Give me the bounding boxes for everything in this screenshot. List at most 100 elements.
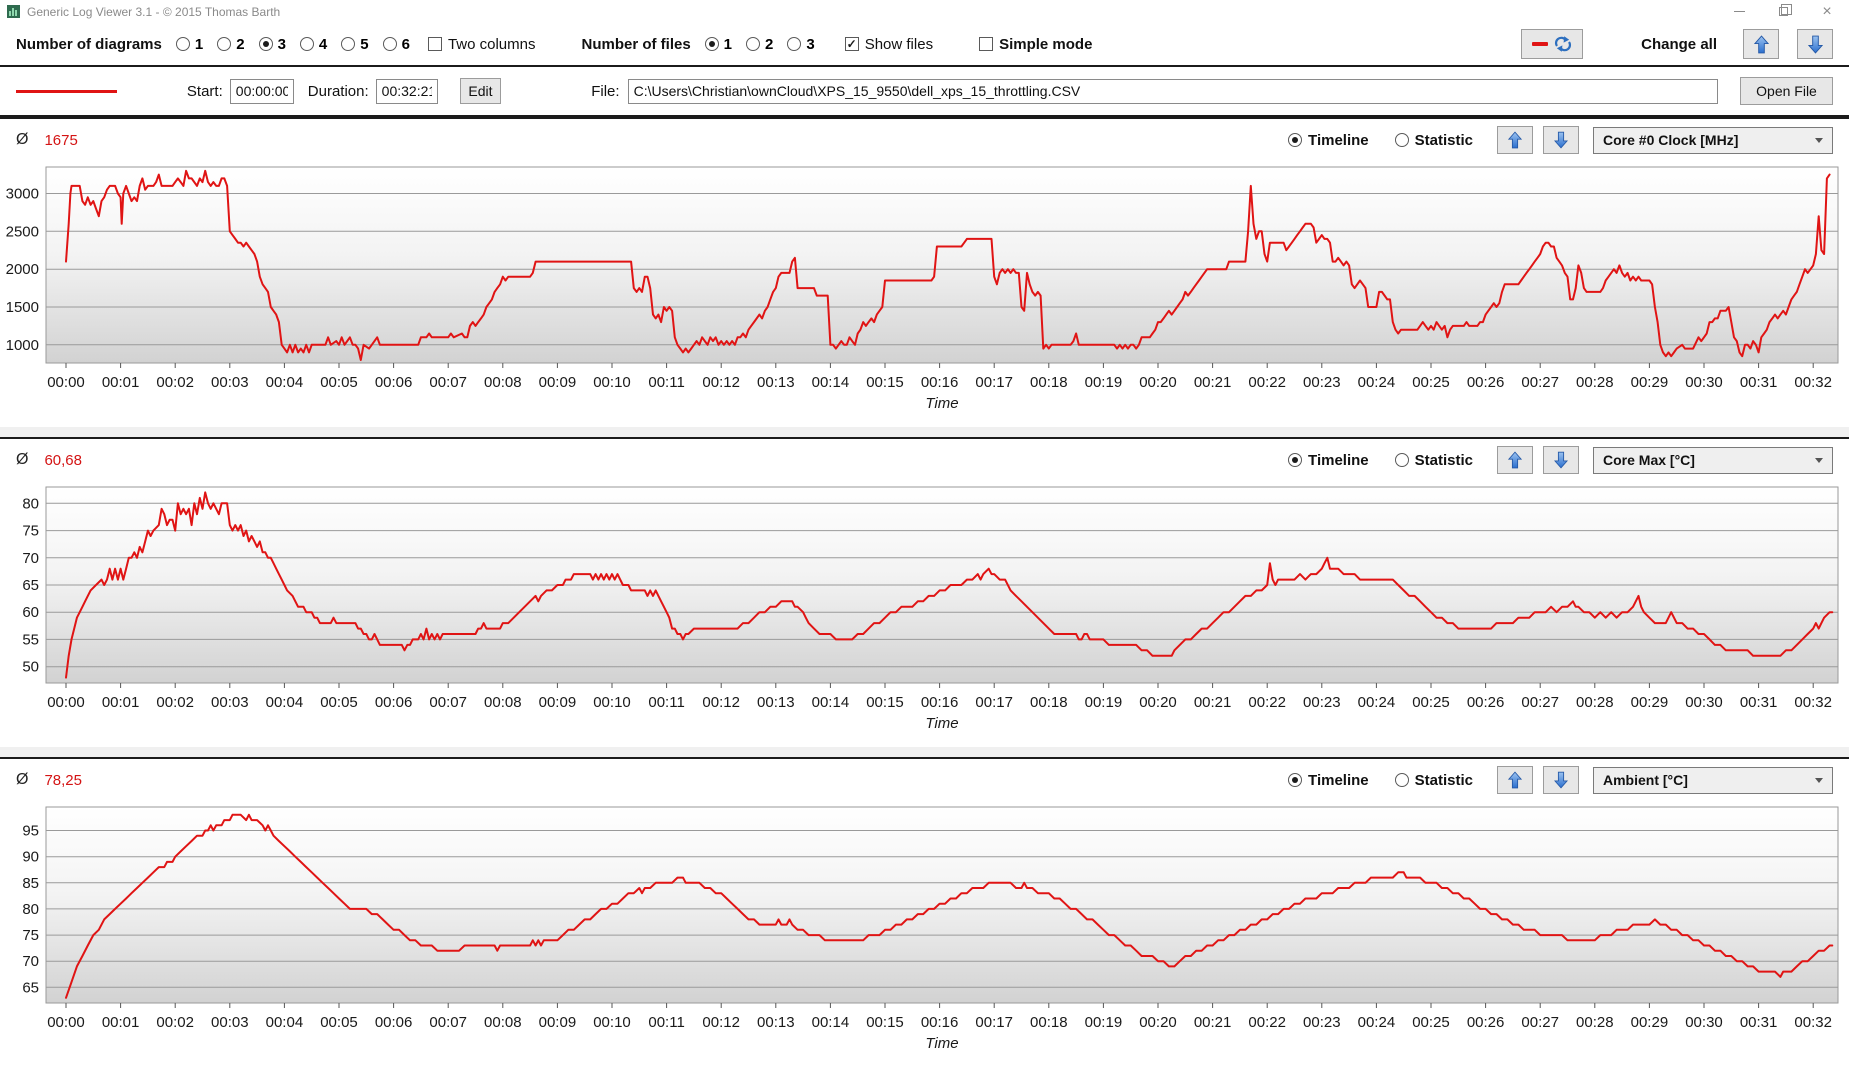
duration-input[interactable] (375, 78, 438, 104)
radio-option-6[interactable]: 6 (382, 36, 410, 53)
two-columns-label: Two columns (447, 35, 536, 53)
change-all-up-button[interactable] (1743, 29, 1779, 59)
radio-circle[interactable] (175, 37, 190, 51)
title-bar: Generic Log Viewer 3.1 - © 2015 Thomas B… (0, 0, 1849, 23)
statistic-option[interactable]: Statistic (1394, 772, 1473, 789)
line-style-refresh-button[interactable] (1521, 29, 1584, 59)
timeline-radio[interactable] (1288, 453, 1303, 467)
timeline-option[interactable]: Timeline (1288, 772, 1369, 789)
series-legend-line (16, 89, 117, 93)
change-all-label: Change all (1641, 35, 1717, 53)
x-tick-label: 00:19 (1085, 1014, 1123, 1031)
radio-circle[interactable] (299, 37, 314, 51)
radio-circle[interactable] (704, 37, 719, 51)
start-input[interactable] (229, 78, 294, 104)
x-tick-label: 00:08 (484, 1014, 522, 1031)
data-series-line (65, 169, 1831, 361)
x-tick-label: 00:12 (702, 1014, 740, 1031)
x-tick-label: 00:10 (593, 1014, 631, 1031)
show-files-option[interactable]: ✓ Show files (844, 36, 933, 53)
radio-circle[interactable] (217, 37, 232, 51)
statistic-radio[interactable] (1394, 773, 1409, 787)
radio-option-3[interactable]: 3 (258, 36, 286, 53)
two-columns-checkbox[interactable] (427, 37, 442, 51)
radio-option-1[interactable]: 1 (175, 36, 203, 53)
move-up-button[interactable] (1497, 766, 1533, 794)
value-selector-dropdown[interactable]: Ambient [°C] (1593, 766, 1833, 794)
radio-option-5[interactable]: 5 (341, 36, 369, 53)
change-all-down-button[interactable] (1797, 29, 1833, 59)
chart-plot: 50 55 60 65 70 75 80 00:00 00:01 00:02 00:03 00:04 0… (22, 486, 1839, 732)
x-tick-label: 00:27 (1521, 374, 1559, 391)
radio-option-2[interactable]: 2 (217, 36, 245, 53)
panel-header: Ø 78,25 Timeline Statistic Ambient [°C] (0, 759, 1849, 801)
average-symbol: Ø (16, 131, 29, 148)
simple-mode-option[interactable]: Simple mode (979, 36, 1092, 53)
statistic-radio[interactable] (1394, 133, 1409, 147)
close-button[interactable]: × (1805, 0, 1849, 23)
radio-circle[interactable] (258, 37, 273, 51)
timeline-radio[interactable] (1288, 773, 1303, 787)
x-tick-label: 00:31 (1740, 1014, 1778, 1031)
open-file-button[interactable]: Open File (1739, 77, 1833, 105)
value-selector-dropdown[interactable]: Core #0 Clock [MHz] (1593, 126, 1833, 154)
x-tick-label: 00:23 (1303, 1014, 1341, 1031)
move-down-button[interactable] (1543, 766, 1579, 794)
duration-label: Duration: (307, 82, 369, 100)
x-tick-label: 00:12 (702, 694, 740, 711)
statistic-radio[interactable] (1394, 453, 1409, 467)
radio-circle[interactable] (746, 37, 761, 51)
arrow-down-icon (1807, 35, 1823, 54)
x-tick-label: 00:32 (1794, 1014, 1832, 1031)
x-axis-title: Time (925, 1035, 958, 1052)
radio-circle[interactable] (382, 37, 397, 51)
show-files-checkbox[interactable]: ✓ (844, 37, 859, 51)
simple-mode-checkbox[interactable] (979, 37, 994, 51)
x-tick-label: 00:23 (1303, 694, 1341, 711)
radio-option-3[interactable]: 3 (787, 36, 815, 53)
y-tick-label: 75 (22, 927, 39, 944)
timeline-radio[interactable] (1288, 133, 1303, 147)
arrow-up-icon (1508, 451, 1522, 469)
timeline-option[interactable]: Timeline (1288, 452, 1369, 469)
move-down-button[interactable] (1543, 446, 1579, 474)
x-tick-label: 00:24 (1358, 694, 1396, 711)
x-tick-label: 00:30 (1685, 694, 1723, 711)
x-tick-label: 00:22 (1248, 694, 1286, 711)
x-tick-label: 00:13 (757, 1014, 795, 1031)
edit-button[interactable]: Edit (459, 78, 502, 104)
move-up-button[interactable] (1497, 126, 1533, 154)
x-tick-label: 00:16 (921, 1014, 959, 1031)
move-up-button[interactable] (1497, 446, 1533, 474)
two-columns-option[interactable]: Two columns (427, 35, 536, 53)
x-tick-label: 00:04 (266, 374, 304, 391)
x-tick-label: 00:31 (1740, 694, 1778, 711)
window-controls: × (1717, 0, 1849, 23)
value-selector-dropdown[interactable]: Core Max [°C] (1593, 446, 1833, 474)
statistic-option[interactable]: Statistic (1394, 132, 1473, 149)
radio-option-2[interactable]: 2 (746, 36, 773, 53)
x-tick-label: 00:19 (1085, 374, 1123, 391)
x-tick-label: 00:28 (1576, 694, 1614, 711)
statistic-option[interactable]: Statistic (1394, 452, 1473, 469)
radio-circle[interactable] (787, 37, 802, 51)
radio-option-4[interactable]: 4 (299, 36, 327, 53)
timeline-option[interactable]: Timeline (1288, 132, 1369, 149)
x-tick-label: 00:06 (375, 1014, 413, 1031)
minimize-button[interactable] (1717, 0, 1761, 23)
arrow-down-icon (1554, 131, 1568, 149)
file-path-input[interactable] (627, 78, 1718, 104)
average-value: 78,25 (44, 771, 82, 789)
radio-circle[interactable] (341, 37, 356, 51)
x-tick-label: 00:32 (1794, 374, 1832, 391)
x-tick-label: 00:29 (1631, 374, 1669, 391)
x-tick-label: 00:15 (866, 694, 904, 711)
move-down-button[interactable] (1543, 126, 1579, 154)
radio-option-1[interactable]: 1 (704, 36, 732, 53)
charts-container: Ø 1675 Timeline Statistic Core #0 Clock … (0, 117, 1849, 1067)
x-tick-label: 00:07 (429, 374, 467, 391)
x-tick-label: 00:17 (975, 1014, 1013, 1031)
restore-button[interactable] (1761, 0, 1805, 23)
chart-panel-core0-clock: Ø 1675 Timeline Statistic Core #0 Clock … (0, 117, 1849, 427)
x-tick-label: 00:28 (1576, 1014, 1614, 1031)
